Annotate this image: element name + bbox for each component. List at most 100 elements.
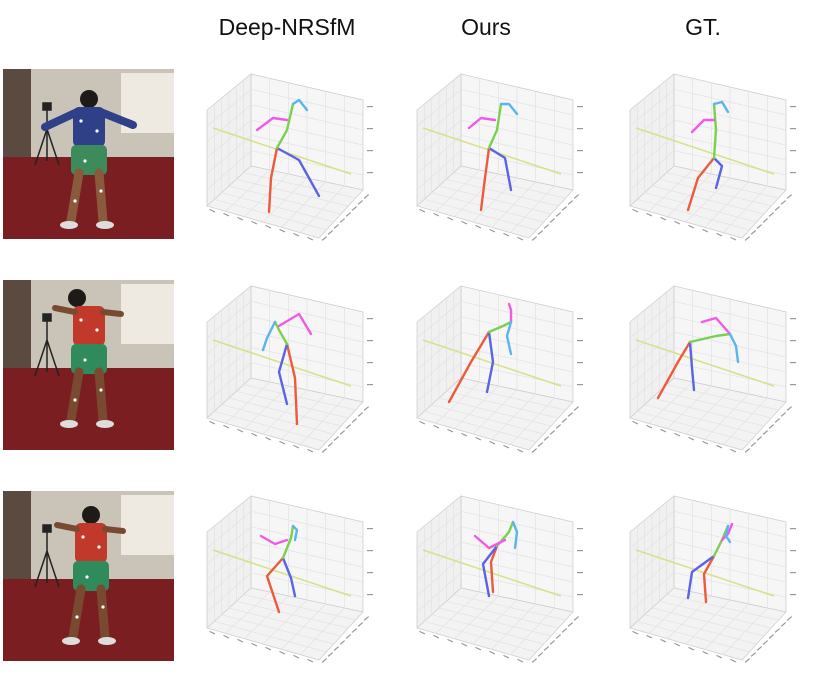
right-leg (265, 556, 285, 614)
skeleton (686, 522, 734, 604)
right-arm (255, 116, 289, 132)
axes-3d (206, 285, 373, 453)
right-arm (720, 522, 734, 542)
right-arm (507, 302, 513, 324)
left-leg (481, 544, 499, 598)
torso (275, 102, 295, 150)
skeleton (261, 312, 313, 426)
torso (712, 102, 718, 160)
right-arm (690, 118, 716, 134)
floor (3, 368, 174, 450)
skeleton (473, 520, 519, 598)
axes-3d (206, 495, 373, 663)
skeleton (447, 302, 513, 404)
plot-row-3-gt (618, 492, 808, 682)
axis-ticks (632, 318, 796, 453)
skeleton (259, 524, 299, 614)
column-header-gt: GT. (685, 14, 721, 40)
axes-3d (416, 495, 583, 663)
left-arm (261, 320, 277, 352)
axes-3d (206, 73, 373, 241)
plot-row-1-ours (405, 70, 595, 260)
plot-row-2-gt (618, 282, 808, 472)
torso (273, 320, 289, 346)
skeleton (467, 102, 519, 212)
floor-line (212, 549, 352, 597)
tripod (34, 102, 60, 166)
person (52, 289, 124, 428)
left-leg (275, 146, 321, 198)
tripod (34, 524, 60, 588)
column-header-ours: Ours (461, 14, 511, 40)
right-leg (489, 544, 499, 594)
plot-row-3-ours (405, 492, 595, 682)
left-leg (712, 156, 724, 190)
axis-ticks (209, 528, 373, 663)
skeleton (686, 100, 730, 212)
grid (629, 290, 787, 445)
axis-ticks (209, 106, 373, 241)
left-leg (277, 342, 289, 406)
grid (416, 290, 574, 445)
axes-3d (416, 285, 583, 453)
plot-row-1-deep-nrsfm (195, 70, 385, 260)
left-arm (724, 524, 732, 544)
right-arm (467, 116, 497, 130)
left-leg (485, 330, 495, 394)
right-arm (277, 312, 313, 336)
right-arm (700, 316, 732, 336)
window (121, 495, 174, 555)
right-arm (259, 534, 289, 546)
torso (688, 332, 732, 344)
person (54, 506, 126, 645)
axes-3d (629, 495, 796, 663)
window (121, 284, 174, 344)
grid (206, 290, 364, 445)
column-header-deep-nrsfm: Deep-NRSfM (218, 14, 356, 40)
plot-row-2-ours (405, 282, 595, 472)
grid (629, 500, 787, 655)
left-arm (712, 100, 730, 114)
person (41, 90, 137, 229)
skeleton (255, 98, 321, 214)
axis-ticks (419, 106, 583, 241)
axis-ticks (419, 528, 583, 663)
axes-3d (629, 73, 796, 241)
axis-ticks (632, 528, 796, 663)
left-arm (291, 98, 309, 112)
axes-3d (629, 285, 796, 453)
grid (629, 78, 787, 233)
torso (487, 102, 503, 150)
right-leg (686, 156, 716, 212)
floor-line (635, 127, 775, 175)
right-leg (702, 554, 716, 604)
right-leg (285, 342, 299, 426)
plot-row-2-deep-nrsfm (195, 282, 385, 472)
axis-ticks (632, 106, 796, 241)
left-arm (511, 520, 519, 550)
left-arm (291, 524, 299, 542)
left-arm (728, 332, 740, 364)
axes-3d (416, 73, 583, 241)
input-photo-row-2 (3, 280, 174, 450)
plot-row-1-gt (618, 70, 808, 260)
input-photo-row-1 (3, 69, 174, 239)
plot-row-3-deep-nrsfm (195, 492, 385, 682)
left-arm (499, 102, 519, 116)
axis-ticks (419, 318, 583, 453)
right-leg (267, 146, 279, 214)
tripod (34, 313, 60, 377)
floor-line (635, 339, 775, 387)
grid (416, 78, 574, 233)
floor (3, 579, 174, 661)
input-photo-row-3 (3, 491, 174, 661)
left-leg (688, 340, 696, 392)
skeleton (656, 316, 740, 400)
axis-ticks (209, 318, 373, 453)
left-leg (686, 554, 716, 600)
right-leg (479, 146, 491, 212)
right-leg (447, 330, 491, 404)
grid (206, 500, 364, 655)
left-leg (281, 556, 297, 598)
left-leg (487, 146, 513, 192)
